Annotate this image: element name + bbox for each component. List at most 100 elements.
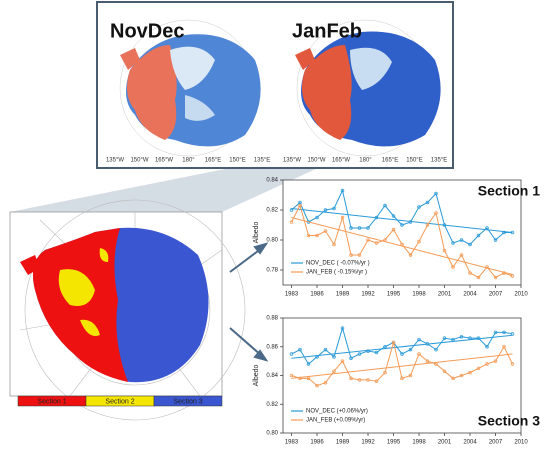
point [340, 215, 345, 220]
x-tick-label: 2001 [438, 292, 452, 298]
point [468, 271, 472, 275]
point [476, 275, 481, 280]
y-tick-label: 0.86 [266, 344, 278, 350]
map-title: NovDec [110, 20, 184, 42]
point [510, 230, 515, 235]
map-title: JanFeb [292, 20, 362, 42]
point [323, 380, 328, 385]
point [332, 355, 336, 359]
plot-area [282, 317, 522, 434]
point [357, 226, 362, 230]
point [357, 378, 362, 382]
lon-label: 135°W [283, 158, 301, 164]
point [417, 337, 421, 342]
point [400, 223, 404, 227]
point [451, 265, 455, 269]
x-tick-label: 1986 [310, 292, 324, 298]
point [306, 233, 311, 238]
point [349, 226, 353, 230]
point [332, 206, 336, 211]
section-annotation: Section 1 [478, 183, 540, 199]
point [417, 239, 421, 244]
point [340, 188, 345, 193]
point [323, 347, 328, 352]
point [434, 211, 438, 215]
point [374, 379, 379, 384]
y-tick-label: 0.80 [266, 431, 278, 437]
point [442, 223, 447, 227]
y-tick-label: 0.80 [266, 238, 278, 244]
x-tick-label: 1995 [387, 292, 401, 298]
point [468, 242, 472, 247]
y-tick-label: 0.88 [266, 316, 278, 322]
point [425, 359, 430, 363]
point [366, 238, 370, 242]
point [434, 362, 438, 366]
trend-line [291, 334, 513, 359]
point [451, 241, 455, 245]
point [357, 253, 362, 257]
point [459, 373, 464, 378]
point [493, 359, 498, 363]
point [366, 226, 370, 230]
point [315, 233, 319, 238]
series-line [291, 340, 513, 387]
point [298, 376, 302, 381]
section-legend-label: Section 3 [173, 398, 202, 405]
point [306, 376, 311, 381]
point [391, 214, 396, 218]
point [315, 215, 319, 220]
x-tick-label: 1989 [336, 292, 350, 298]
x-tick-label: 1992 [361, 440, 375, 446]
lon-label: 165°W [332, 158, 350, 164]
point [289, 208, 294, 212]
point [510, 362, 515, 366]
point [349, 253, 353, 257]
point [468, 370, 472, 375]
point [510, 332, 515, 336]
line-chart: 0.78 0.80 0.82 0.84 1983 1986 1989 1992 1995 1998… [253, 178, 540, 298]
point [493, 275, 498, 280]
point [417, 205, 421, 209]
y-tick-label: 0.82 [266, 402, 278, 408]
legend-label: JAN_FEB ( -0.15%/yr ) [306, 270, 367, 276]
series-line [291, 188, 513, 246]
point [391, 227, 396, 232]
point [383, 203, 387, 208]
x-tick-label: 1986 [310, 440, 324, 446]
point [408, 220, 413, 224]
x-tick-label: 2004 [463, 292, 477, 298]
point [451, 337, 455, 342]
point [502, 230, 506, 235]
lon-label: 135°W [106, 158, 124, 164]
point [493, 330, 498, 335]
point [476, 233, 481, 238]
point [332, 369, 336, 373]
point [485, 226, 489, 230]
point [315, 355, 319, 359]
point [332, 242, 336, 247]
point [357, 352, 362, 356]
point [476, 336, 481, 340]
point [502, 271, 506, 275]
x-tick-label: 1989 [336, 440, 350, 446]
trend-line [291, 353, 513, 379]
point [400, 242, 404, 247]
point [408, 253, 413, 257]
point [289, 352, 294, 356]
point [468, 336, 472, 340]
lon-label: 150°W [307, 158, 325, 164]
point [476, 366, 481, 371]
lon-label: 150°W [130, 158, 148, 164]
x-tick-label: 2010 [514, 292, 528, 298]
point [459, 238, 464, 242]
lon-label: 135°E [431, 158, 447, 164]
lon-label: 135°E [254, 158, 270, 164]
point [340, 359, 345, 363]
x-tick-label: 1998 [412, 292, 426, 298]
point [323, 229, 328, 233]
point [391, 340, 396, 345]
point [442, 369, 447, 373]
section-legend-label: Section 2 [105, 398, 134, 405]
